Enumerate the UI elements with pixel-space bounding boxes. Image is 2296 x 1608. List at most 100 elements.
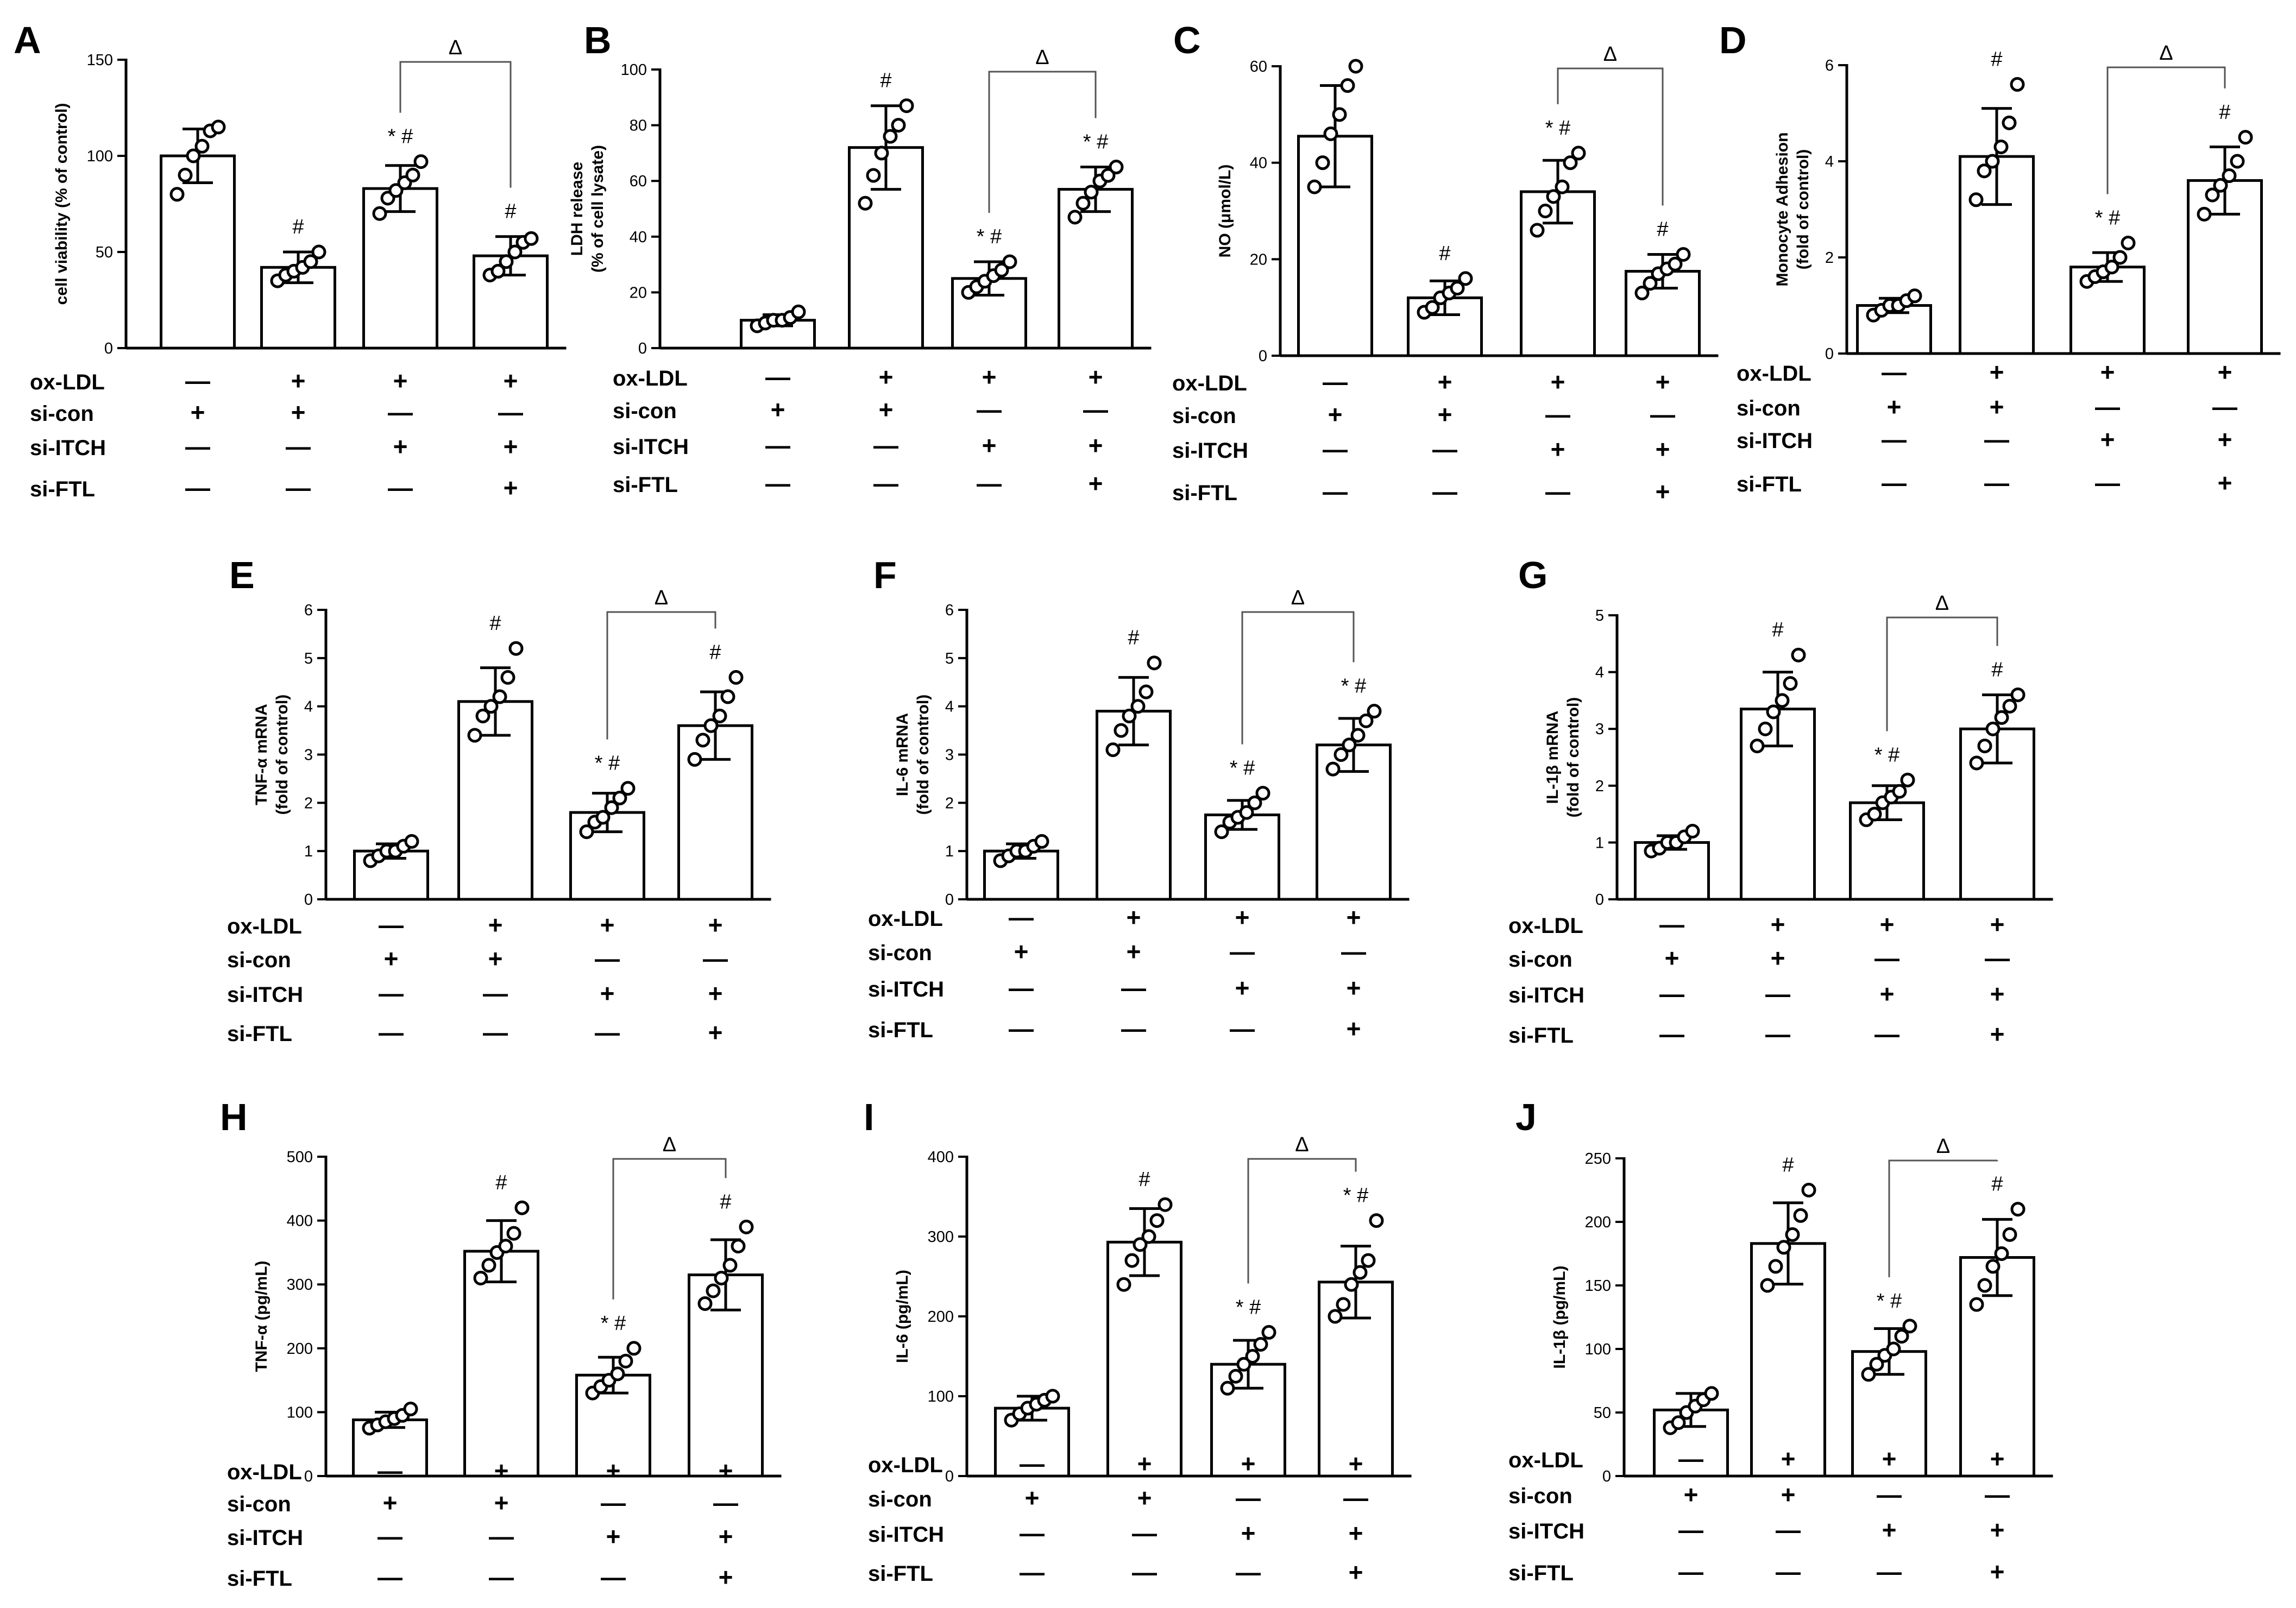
- bar: [1106, 1240, 1182, 1478]
- condition-symbol: +: [708, 979, 723, 1007]
- condition-symbol: —: [1985, 944, 2010, 972]
- significance-marker: * #: [1545, 117, 1570, 140]
- condition-symbol: +: [1887, 393, 1902, 421]
- condition-symbol: —: [1323, 435, 1348, 463]
- comparison-bracket: [1241, 611, 1355, 745]
- y-tick-label: 4: [945, 698, 954, 716]
- data-point: [514, 1200, 530, 1215]
- condition-symbol: —: [1882, 358, 1907, 386]
- y-tick-label: 0: [304, 891, 313, 909]
- data-point: [712, 708, 727, 723]
- y-tick-label: 300: [287, 1276, 313, 1294]
- significance-marker: * #: [1877, 1290, 1902, 1313]
- condition-symbol: +: [1328, 400, 1343, 428]
- significance-marker: #: [720, 1190, 731, 1213]
- condition-symbol: —: [379, 911, 404, 939]
- data-point: [1425, 300, 1440, 315]
- condition-symbol: +: [719, 1522, 733, 1550]
- comparison-bracket: [988, 71, 1097, 213]
- condition-symbol: +: [606, 1456, 621, 1485]
- data-point: [1133, 1237, 1148, 1252]
- data-point: [1348, 59, 1363, 74]
- condition-symbol: —: [595, 944, 620, 973]
- data-point: [388, 183, 404, 198]
- condition-label: ox-LDL: [227, 915, 302, 938]
- data-point: [579, 824, 594, 840]
- y-tick-label: 20: [630, 284, 647, 301]
- condition-symbol: —: [1882, 469, 1907, 497]
- data-point: [728, 670, 744, 685]
- y-tick-label: 200: [928, 1308, 954, 1326]
- y-tick-label: 2: [304, 794, 313, 812]
- condition-symbol: +: [1781, 1445, 1796, 1473]
- condition-symbol: +: [1014, 937, 1029, 966]
- condition-symbol: +: [1349, 1449, 1363, 1478]
- data-point: [524, 231, 539, 246]
- condition-symbol: +: [291, 367, 306, 395]
- panel-letter: D: [1719, 19, 1747, 61]
- significance-marker: #: [709, 641, 721, 664]
- bracket-label: Δ: [1603, 43, 1617, 66]
- condition-label: si-FTL: [868, 1018, 933, 1042]
- bracket-label: Δ: [1291, 587, 1305, 609]
- data-point: [1968, 192, 1984, 207]
- significance-marker: * #: [1083, 131, 1108, 154]
- condition-label: ox-LDL: [1737, 362, 1811, 386]
- significance-marker: * #: [601, 1312, 626, 1335]
- data-point: [1758, 721, 1773, 736]
- condition-symbol: +: [488, 911, 503, 939]
- data-point: [874, 146, 889, 161]
- condition-label: si-ITCH: [1737, 429, 1813, 453]
- significance-marker: * #: [388, 125, 413, 148]
- chart-panel-g: G 0 1 2 3 4 5 IL-1β mRNA (fold of control) # * # # Δ…: [1508, 554, 2053, 1048]
- y-tick-label: 4: [304, 698, 313, 716]
- panel-letter: G: [1518, 554, 1548, 596]
- y-tick-label: 150: [87, 52, 113, 69]
- condition-symbol: +: [1235, 974, 1250, 1002]
- condition-symbol: +: [1990, 1557, 2005, 1586]
- bar: [463, 1250, 539, 1478]
- data-point: [720, 689, 735, 704]
- condition-label: ox-LDL: [613, 367, 688, 390]
- significance-marker: #: [505, 200, 516, 223]
- data-point: [2205, 187, 2220, 203]
- condition-symbol: —: [185, 367, 210, 395]
- data-point: [1750, 739, 1765, 754]
- data-point: [1985, 154, 2000, 169]
- data-point: [1075, 196, 1091, 211]
- significance-marker: * #: [595, 752, 620, 775]
- significance-marker: * #: [977, 225, 1002, 248]
- significance-marker: * #: [1236, 1296, 1261, 1319]
- data-point: [2197, 206, 2212, 222]
- data-point: [722, 1258, 738, 1273]
- significance-marker: * #: [2095, 206, 2120, 229]
- condition-symbol: +: [1882, 1516, 1897, 1544]
- y-tick-label: 80: [630, 117, 647, 135]
- data-point: [1323, 126, 1338, 141]
- y-tick-label: 0: [104, 340, 113, 357]
- chart-panel-c: C 0 20 40 60 NO (μmol/L) # * # # Δox-LDL — + + + si-co…: [1172, 19, 1719, 506]
- data-point: [473, 1270, 488, 1285]
- bracket-label: Δ: [1936, 1135, 1950, 1158]
- condition-label: si-ITCH: [613, 435, 689, 459]
- condition-symbol: —: [378, 1522, 402, 1550]
- significance-marker: * #: [1874, 743, 1899, 766]
- data-point: [1358, 713, 1374, 728]
- y-axis-label: IL-1β mRNA: [1544, 711, 1562, 804]
- condition-symbol: —: [1020, 1449, 1045, 1478]
- condition-label: si-FTL: [30, 477, 95, 501]
- condition-symbol: +: [393, 367, 408, 395]
- chart-panel-j: J 0 50 100 150 200 250 IL-1β (pg/mL) # * # # Δox-LD…: [1508, 1096, 2053, 1586]
- significance-marker: * #: [1343, 1184, 1368, 1207]
- condition-symbol: —: [1659, 910, 1684, 938]
- data-point: [1141, 1229, 1156, 1244]
- data-point: [1634, 286, 1650, 301]
- condition-symbol: —: [379, 1018, 404, 1046]
- condition-symbol: —: [483, 979, 508, 1007]
- y-tick-label: 100: [621, 61, 647, 79]
- data-point: [2121, 235, 2136, 250]
- data-point: [1671, 1415, 1686, 1430]
- condition-symbol: —: [601, 1563, 626, 1591]
- condition-label: si-ITCH: [1172, 439, 1248, 463]
- condition-symbol: +: [2218, 469, 2232, 497]
